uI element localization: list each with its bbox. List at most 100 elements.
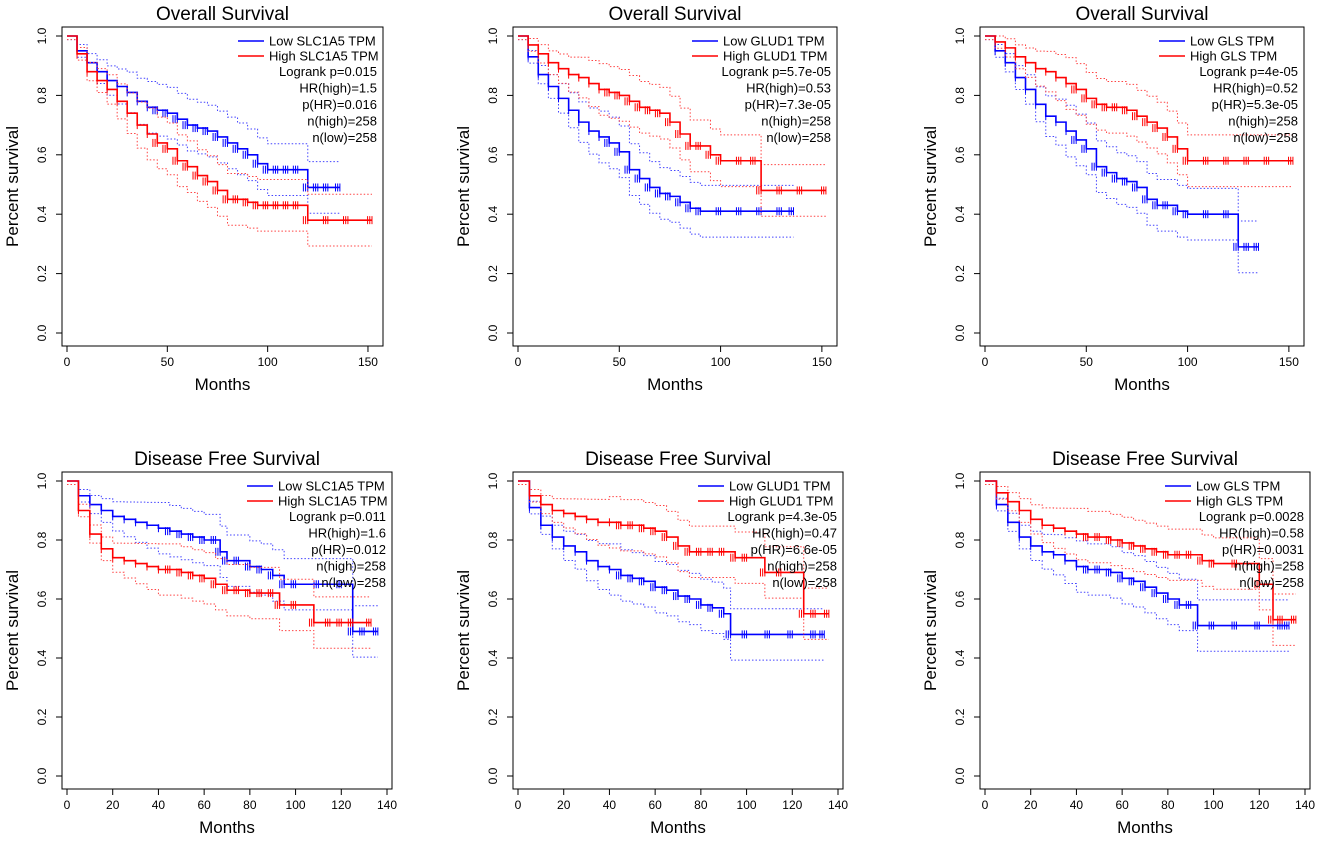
x-tick-label: 140 [828, 798, 848, 812]
x-tick-label: 40 [1070, 798, 1084, 812]
y-tick-label: 0.8 [486, 531, 500, 548]
legend-label: Low GLS TPM [1196, 479, 1280, 494]
legend-label: High GLUD1 TPM [723, 49, 828, 64]
x-tick-label: 150 [812, 355, 832, 369]
stat-label: n(low)=258 [772, 575, 837, 590]
legend-label: Low GLS TPM [1190, 34, 1274, 49]
y-tick-label: 0.0 [953, 767, 967, 784]
legend-label: High SLC1A5 TPM [269, 49, 379, 64]
confidence-band [67, 480, 378, 607]
stat-label: n(high)=258 [1234, 559, 1304, 574]
x-tick-label: 150 [1279, 355, 1299, 369]
confidence-band [985, 480, 1289, 601]
y-tick-label: 0.4 [486, 206, 500, 223]
plot-frame [61, 26, 384, 347]
x-tick-label: 120 [331, 798, 351, 812]
stat-label: HR(high)=0.53 [746, 81, 831, 96]
x-axis-label: Months [1114, 375, 1170, 394]
y-tick-label: 0.2 [35, 708, 49, 725]
y-tick-label: 0.2 [35, 265, 49, 282]
y-tick-label: 0.6 [486, 590, 500, 607]
y-tick-label: 0.0 [486, 767, 500, 784]
confidence-band [67, 35, 340, 163]
y-tick-label: 1.0 [486, 472, 500, 489]
series-low [67, 480, 379, 658]
stat-label: Logrank p=0.015 [279, 64, 377, 79]
x-axis-label: Months [650, 818, 706, 837]
y-tick-label: 1.0 [486, 27, 500, 44]
stat-label: n(low)=258 [312, 130, 377, 145]
confidence-band [67, 484, 371, 649]
series-high [985, 35, 1294, 188]
stat-label: p(HR)=0.012 [311, 542, 386, 557]
stat-label: Logrank p=4.3e-05 [727, 509, 837, 524]
y-tick-label: 0.8 [35, 87, 49, 104]
stat-label: n(low)=258 [1239, 575, 1304, 590]
x-tick-label: 120 [1249, 798, 1269, 812]
x-tick-label: 60 [197, 798, 211, 812]
km-panel-4: Disease Free Survival 0 20 40 60 80 100 120 140 M… [3, 449, 397, 837]
confidence-band [67, 39, 372, 247]
stat-label: n(low)=258 [321, 575, 386, 590]
y-tick-label: 0.0 [35, 767, 49, 784]
series-high [67, 35, 373, 247]
x-axis-label: Months [199, 818, 255, 837]
confidence-band [67, 35, 372, 195]
y-axis-label: Percent survival [3, 570, 22, 691]
x-tick-label: 50 [1080, 355, 1094, 369]
x-tick-label: 40 [152, 798, 166, 812]
y-tick-label: 1.0 [953, 27, 967, 44]
legend-label: Low SLC1A5 TPM [269, 34, 376, 49]
x-tick-label: 100 [258, 355, 278, 369]
plot-frame [61, 471, 393, 790]
plot-frame [512, 471, 844, 790]
confidence-band [67, 484, 378, 658]
stat-label: n(high)=258 [307, 114, 377, 129]
x-tick-label: 100 [1178, 355, 1198, 369]
chart-title: Overall Survival [1075, 4, 1208, 25]
survival-curve [518, 480, 829, 615]
chart-title: Disease Free Survival [585, 449, 771, 470]
stat-label: n(high)=258 [767, 559, 837, 574]
y-tick-label: 0.0 [953, 324, 967, 341]
confidence-band [67, 480, 371, 598]
series-low [985, 480, 1290, 652]
x-tick-label: 0 [982, 355, 989, 369]
x-tick-label: 0 [515, 798, 522, 812]
y-tick-label: 0.4 [35, 206, 49, 223]
x-tick-label: 40 [603, 798, 617, 812]
y-axis-label: Percent survival [921, 126, 940, 247]
y-tick-label: 0.6 [35, 590, 49, 607]
x-axis-label: Months [1117, 818, 1173, 837]
x-tick-label: 100 [711, 355, 731, 369]
legend-label: High GLS TPM [1190, 49, 1277, 64]
stat-label: n(high)=258 [761, 114, 831, 129]
legend-label: Low SLC1A5 TPM [278, 479, 385, 494]
x-tick-label: 20 [557, 798, 571, 812]
y-tick-label: 0.8 [953, 87, 967, 104]
y-tick-label: 0.6 [486, 146, 500, 163]
x-tick-label: 80 [1161, 798, 1175, 812]
y-tick-label: 0.6 [953, 146, 967, 163]
x-tick-label: 100 [286, 798, 306, 812]
y-tick-label: 0.8 [35, 531, 49, 548]
x-tick-label: 140 [1295, 798, 1315, 812]
x-tick-label: 100 [737, 798, 757, 812]
stat-label: n(low)=258 [766, 130, 831, 145]
stat-label: HR(high)=0.52 [1213, 81, 1298, 96]
x-tick-label: 50 [613, 355, 627, 369]
survival-curve [518, 35, 794, 213]
km-panel-5: Disease Free Survival 0 20 40 60 80 100 120 140 M… [454, 449, 848, 837]
y-axis-label: Percent survival [454, 570, 473, 691]
legend-label: High SLC1A5 TPM [278, 494, 388, 509]
stat-label: p(HR)=0.016 [302, 97, 377, 112]
y-tick-label: 0.4 [35, 649, 49, 666]
stat-label: Logrank p=4e-05 [1199, 64, 1298, 79]
x-axis-label: Months [647, 375, 703, 394]
x-tick-label: 100 [1204, 798, 1224, 812]
chart-title: Overall Survival [608, 4, 741, 25]
x-tick-label: 80 [243, 798, 257, 812]
y-tick-label: 0.4 [486, 649, 500, 666]
y-tick-label: 0.0 [486, 324, 500, 341]
survival-curve [985, 35, 1259, 248]
